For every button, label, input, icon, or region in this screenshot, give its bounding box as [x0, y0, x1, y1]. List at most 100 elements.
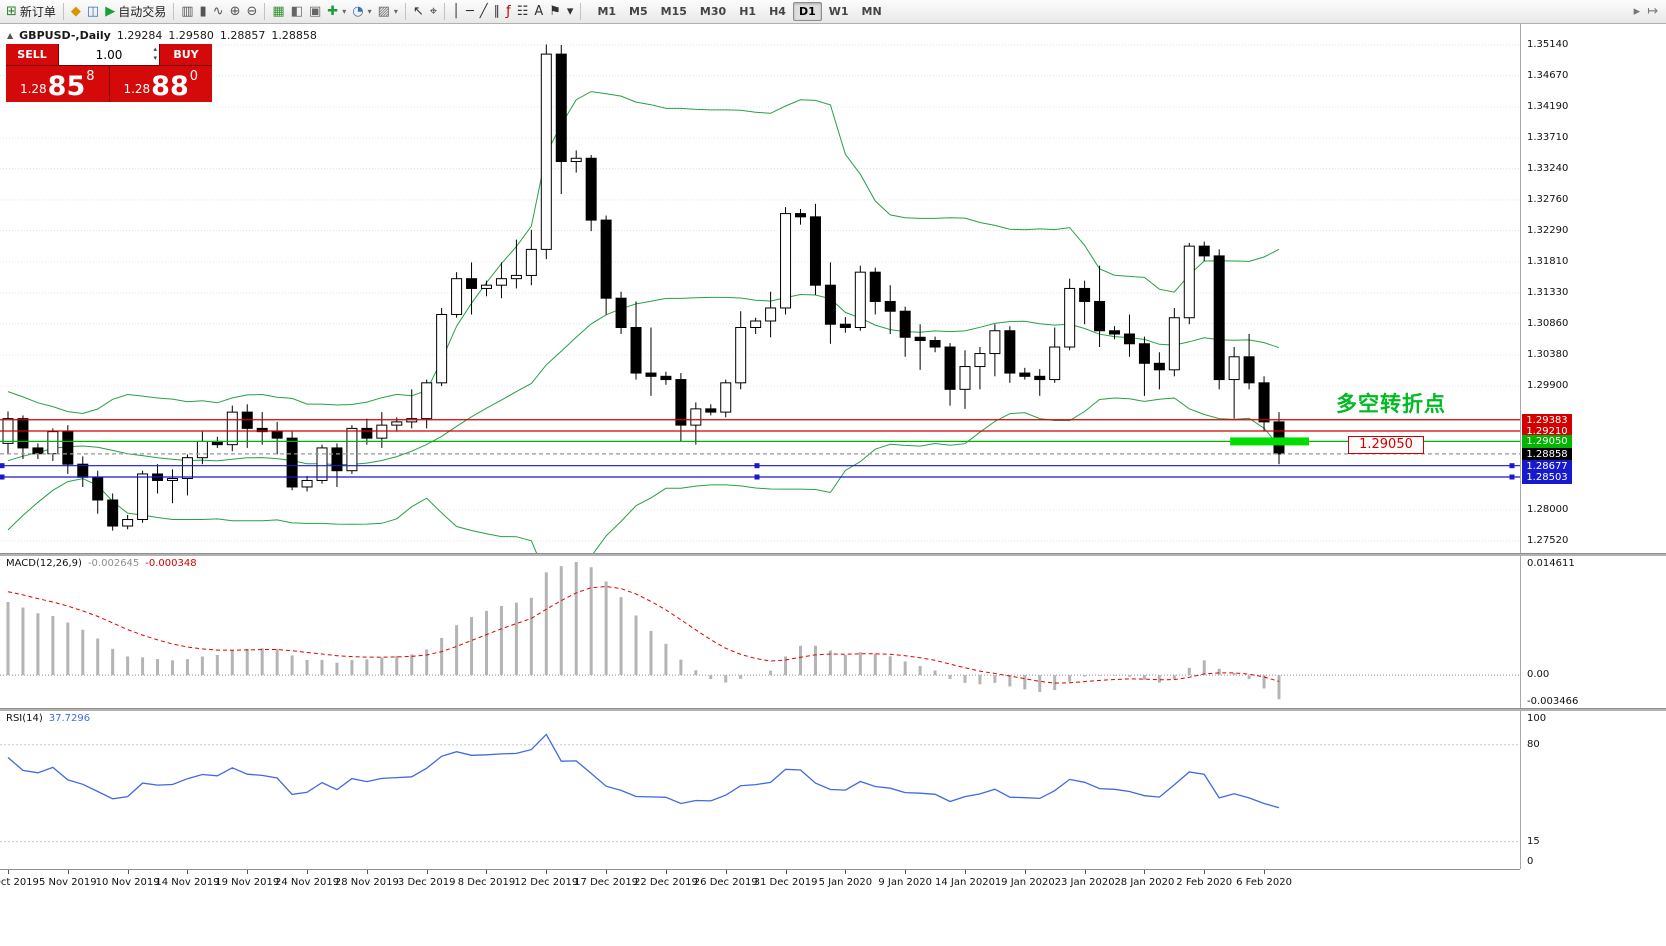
crosshair-button[interactable]: ⌖ — [427, 2, 440, 22]
indicators-icon: ✚ — [327, 4, 339, 19]
candle — [286, 431, 298, 491]
buy-price[interactable]: 1.28 88 0 — [109, 66, 212, 102]
timeframe-m15-button[interactable]: M15 — [660, 5, 687, 18]
cycle-lines-icon: ☷ — [516, 4, 529, 19]
trendline-button[interactable]: ╱ — [477, 2, 491, 22]
timeframe-m5-button[interactable]: M5 — [629, 5, 648, 18]
time-label: 9 Jan 2020 — [878, 877, 932, 888]
chart-shift-button[interactable]: ↦ — [1647, 4, 1658, 19]
toolbar-separator — [173, 3, 175, 20]
timeframe-m1-button[interactable]: M1 — [597, 5, 617, 18]
scale-tick-label: 1.34190 — [1527, 100, 1569, 112]
candle — [1243, 334, 1255, 390]
candle — [929, 336, 941, 353]
candle — [974, 347, 986, 390]
support-line-lower-handle[interactable] — [0, 474, 5, 480]
timeframe-d1-button[interactable]: D1 — [792, 2, 822, 21]
horizontal-line-button[interactable]: ─ — [463, 2, 477, 22]
candle — [735, 311, 747, 390]
vertical-line-button[interactable]: │ — [449, 2, 463, 22]
spin-down-icon[interactable]: ▾ — [153, 54, 157, 62]
buy-button[interactable]: BUY — [160, 44, 212, 65]
candle — [1198, 241, 1210, 262]
support-line-lower-handle[interactable] — [1509, 474, 1515, 480]
candle — [1094, 265, 1106, 348]
support-line-upper-handle[interactable] — [0, 463, 5, 469]
candle — [2, 411, 14, 455]
timeframe-mn-button[interactable]: MN — [861, 5, 882, 18]
turning-point-highlight[interactable] — [1230, 437, 1309, 446]
arrange-windows-button[interactable]: ▣ — [306, 2, 324, 22]
price-callout-box[interactable]: 1.29050 — [1348, 436, 1424, 454]
candle — [989, 324, 1001, 377]
timeframe-h4-button[interactable]: H4 — [769, 5, 786, 18]
tile-windows-button[interactable]: ▦ — [269, 2, 287, 22]
time-label: 2 Feb 2020 — [1176, 877, 1233, 888]
time-tick — [725, 870, 727, 874]
indicators-button[interactable]: ✚ ▾ — [324, 2, 349, 22]
new-order-button[interactable]: ⊞ 新订单 — [3, 2, 59, 22]
periods-button[interactable]: ◔ ▾ — [349, 2, 374, 22]
new-order-button-label: 新订单 — [19, 5, 56, 19]
profiles-icon: ◫ — [86, 4, 100, 19]
toolbar-separator — [62, 3, 64, 20]
cascade-windows-button[interactable]: ◧ — [288, 2, 306, 22]
time-tick — [964, 870, 966, 874]
cycle-lines-button[interactable]: ☷ — [514, 2, 532, 22]
sell-button[interactable]: SELL — [6, 44, 58, 65]
price-scale[interactable]: 1.35140 1.34670 1.34190 1.33710 1.33240 1.327… — [1521, 0, 1666, 892]
zoom-out-button[interactable]: ⊖ — [244, 2, 261, 22]
fibonacci-button[interactable]: ƒ — [503, 2, 514, 22]
panel-separator-rsi[interactable] — [0, 708, 1666, 711]
sell-price[interactable]: 1.28 85 8 — [6, 66, 109, 102]
bar-chart-button[interactable]: ▥ — [178, 2, 196, 22]
time-tick — [665, 870, 667, 874]
line-chart-button[interactable]: ∿ — [210, 2, 227, 22]
profiles-button[interactable]: ◫ — [84, 2, 102, 22]
channel-button[interactable]: ∥ — [491, 2, 504, 22]
cursor-icon: ↖ — [412, 4, 424, 19]
spin-up-icon[interactable]: ▴ — [153, 45, 157, 53]
candle — [152, 464, 164, 494]
candle — [914, 324, 926, 370]
panel-separator-macd[interactable] — [0, 553, 1666, 556]
auto-scroll-button[interactable]: ▸ — [1633, 4, 1641, 19]
support-line-upper-handle[interactable] — [754, 463, 760, 469]
cursor-button[interactable]: ↖ — [410, 2, 427, 22]
candle — [32, 443, 44, 459]
timeframe-w1-button[interactable]: W1 — [828, 5, 849, 18]
time-tick — [426, 870, 428, 874]
candlestick-chart-button[interactable]: ▮ — [197, 2, 210, 22]
candle — [1258, 376, 1270, 432]
label-button[interactable]: ⚑ — [546, 2, 564, 22]
volume-field[interactable]: 1.00 ▴ ▾ — [59, 44, 159, 65]
volume-stepper[interactable]: ▴ ▾ — [153, 45, 157, 63]
close-value: 1.28858 — [271, 29, 317, 42]
text-button[interactable]: A — [531, 2, 546, 22]
autotrading-button[interactable]: ▶ 自动交易 — [102, 2, 169, 22]
collapse-triangle-icon[interactable]: ▲ — [7, 31, 14, 40]
scale-tick-label: 1.32760 — [1527, 193, 1569, 205]
buy-price-big: 88 — [151, 71, 189, 102]
scale-tick-label: 1.34670 — [1527, 69, 1569, 81]
timeframe-h1-button[interactable]: H1 — [739, 5, 757, 18]
arrows-button[interactable]: ▾ — [564, 2, 577, 22]
templates-button[interactable]: ▨ ▾ — [375, 2, 401, 22]
new-chart-button[interactable]: ◆ — [68, 2, 84, 22]
support-line-upper-handle[interactable] — [1509, 463, 1515, 469]
timeframe-m30-button[interactable]: M30 — [699, 5, 727, 18]
candle — [480, 280, 492, 297]
time-tick — [1084, 870, 1086, 874]
sell-price-prefix: 1.28 — [19, 82, 47, 96]
support-line-lower-handle[interactable] — [754, 474, 760, 480]
candle — [316, 444, 328, 484]
zoom-in-button[interactable]: ⊕ — [227, 2, 244, 22]
tile-windows-icon: ▦ — [272, 4, 285, 19]
candle — [196, 431, 208, 465]
new-order-icon: ⊞ — [6, 4, 17, 19]
turning-point-annotation[interactable]: 多空转折点 — [1336, 392, 1446, 416]
one-click-trading-panel: SELL 1.00 ▴ ▾ BUY 1.28 85 8 1.28 88 0 — [6, 44, 212, 102]
